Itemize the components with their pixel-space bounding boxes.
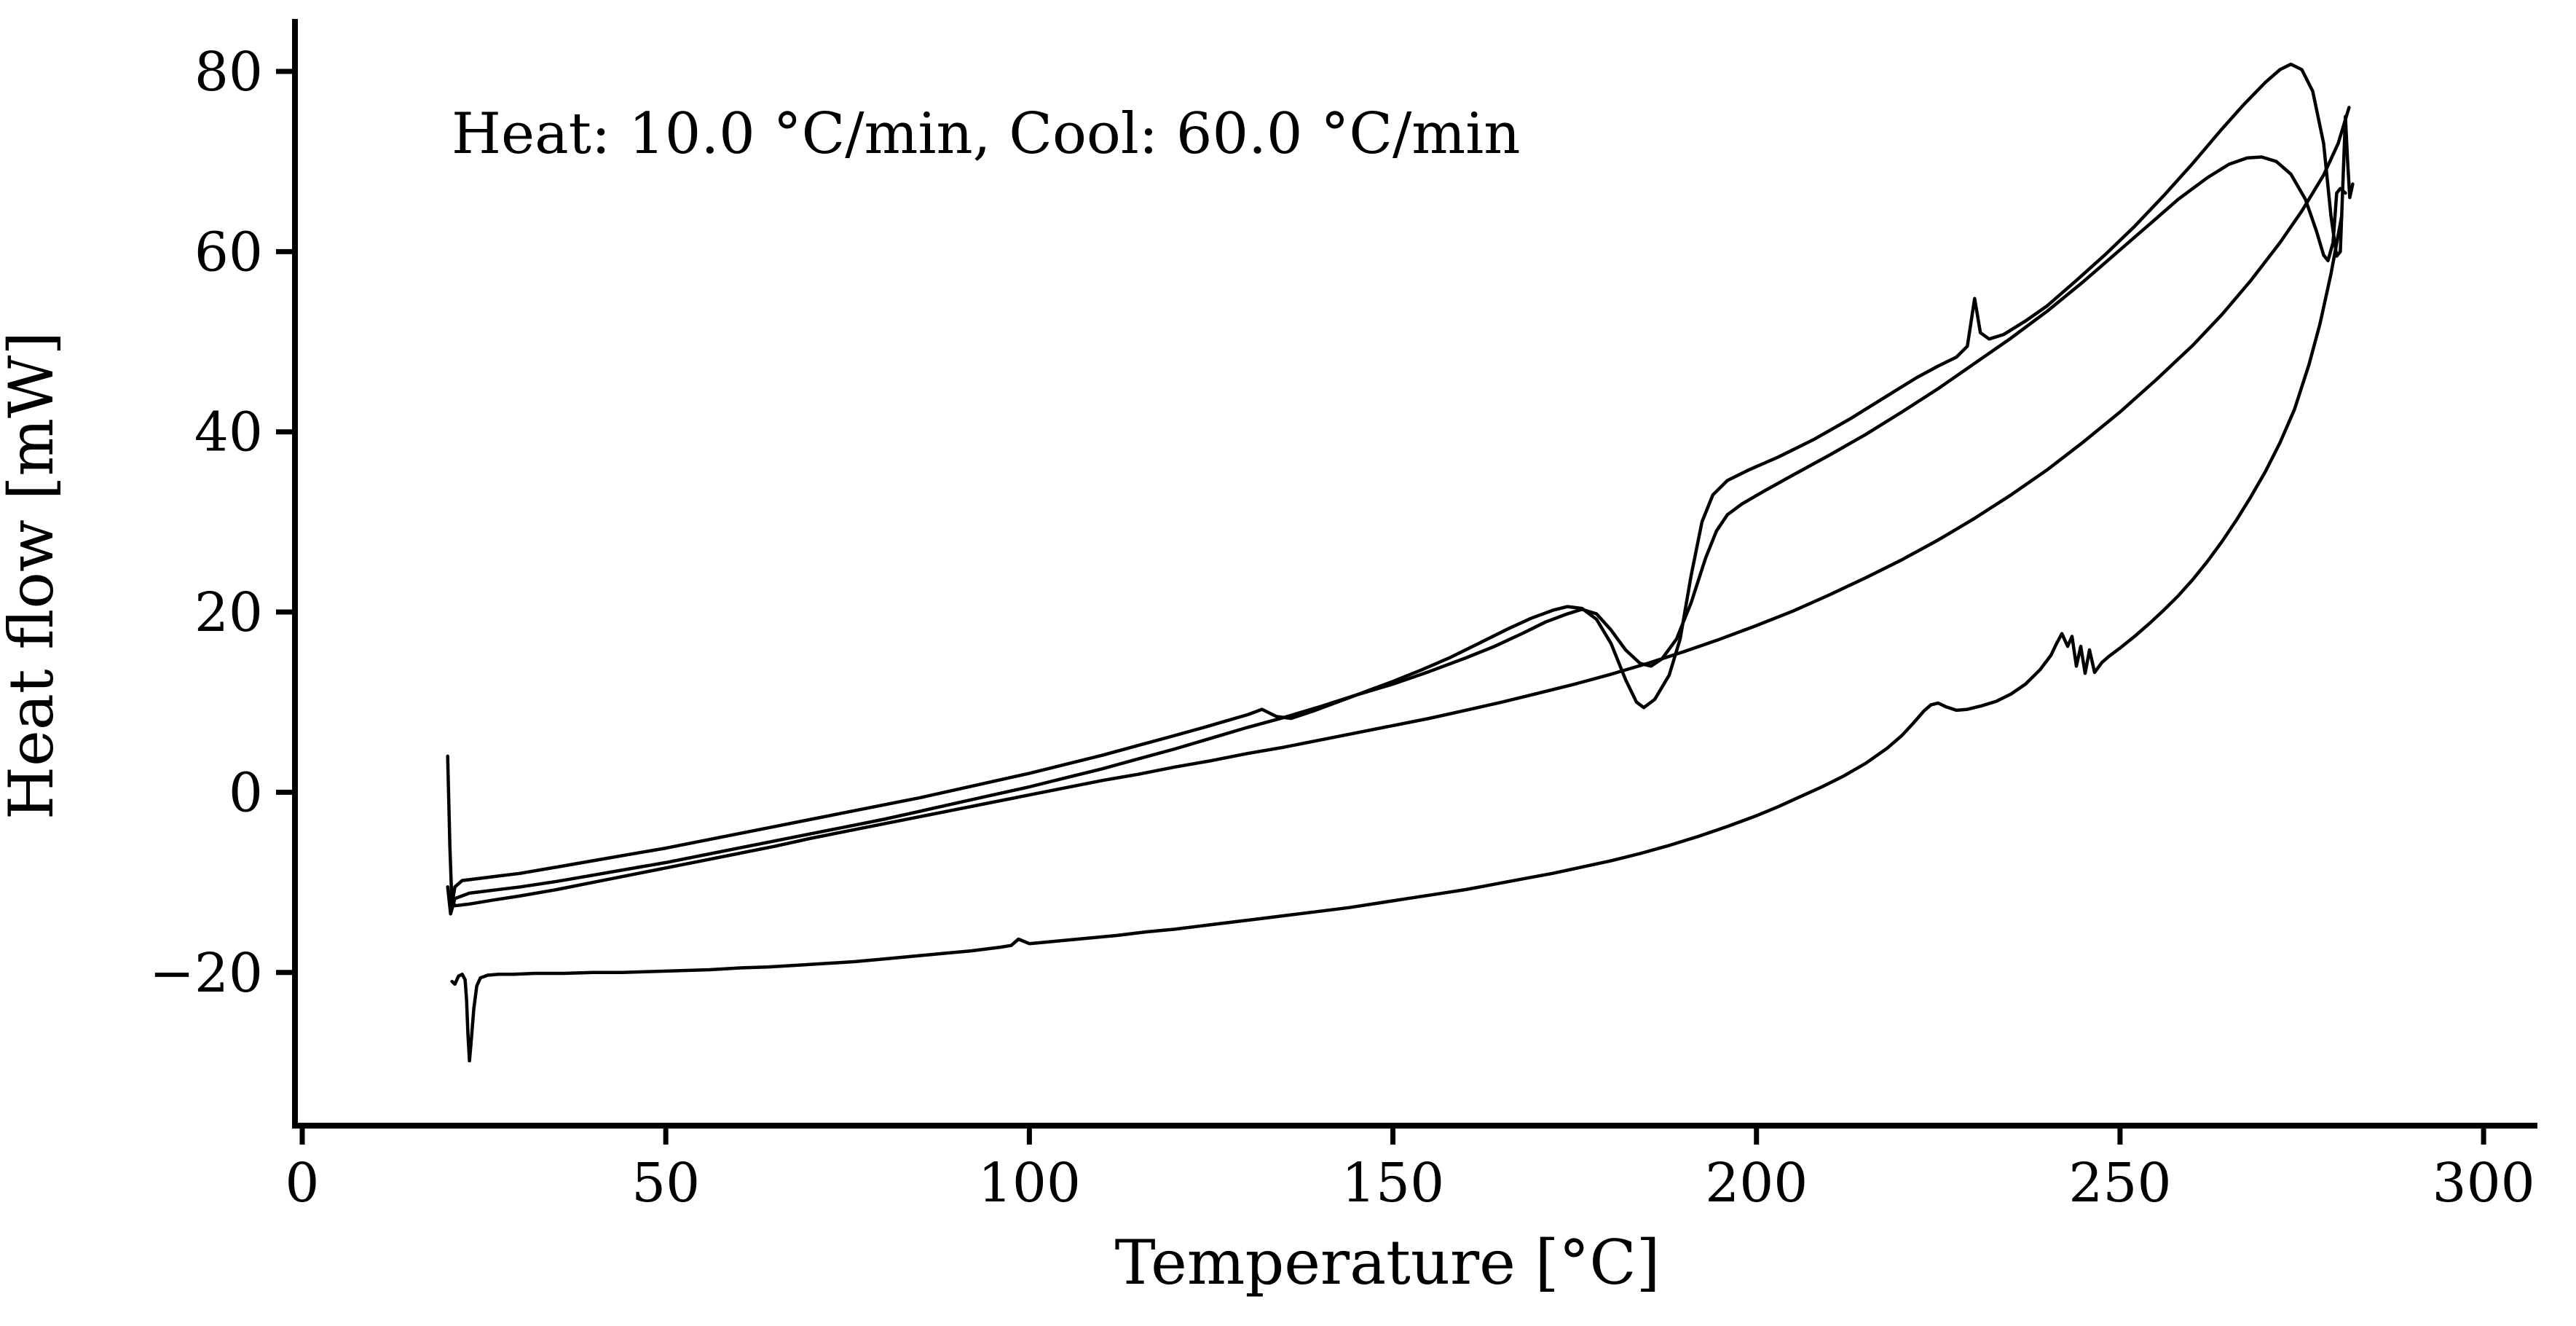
series-cooling-run-2 [448,106,2351,908]
curve-group [446,62,2355,1063]
y-tick-label: 60 [194,221,263,283]
y-tick-label: 20 [194,581,263,644]
y-tick-label: −20 [149,942,263,1005]
y-tick-label: 40 [194,401,263,464]
x-axis-tick-labels: 0 50 100 150 200 250 300 [285,1152,2534,1215]
y-tick-label: 0 [229,761,263,824]
y-axis-tick-labels: −20 0 20 40 60 80 [149,41,263,1005]
series-heating-run-2 [446,155,2347,916]
rate-annotation: Heat: 10.0 °C/min, Cool: 60.0 °C/min [452,101,1520,167]
axis-spines [292,19,2537,1129]
x-axis-label: Temperature [°C] [1115,1227,1661,1298]
x-tick-label: 250 [2068,1152,2171,1215]
x-tick-label: 100 [978,1152,1081,1215]
y-axis-ticks [276,68,295,976]
y-tick-label: 80 [194,41,263,103]
x-tick-label: 150 [1342,1152,1444,1215]
x-axis-ticks [299,1126,2486,1145]
x-tick-label: 200 [1705,1152,1808,1215]
series-cooling-run-1 [450,213,2344,1063]
series-heating-run-1 [446,62,2355,907]
x-tick-label: 50 [631,1152,700,1215]
x-tick-label: 300 [2432,1152,2534,1215]
x-tick-label: 0 [285,1152,319,1215]
y-axis-label: Heat flow [mW] [0,332,67,820]
